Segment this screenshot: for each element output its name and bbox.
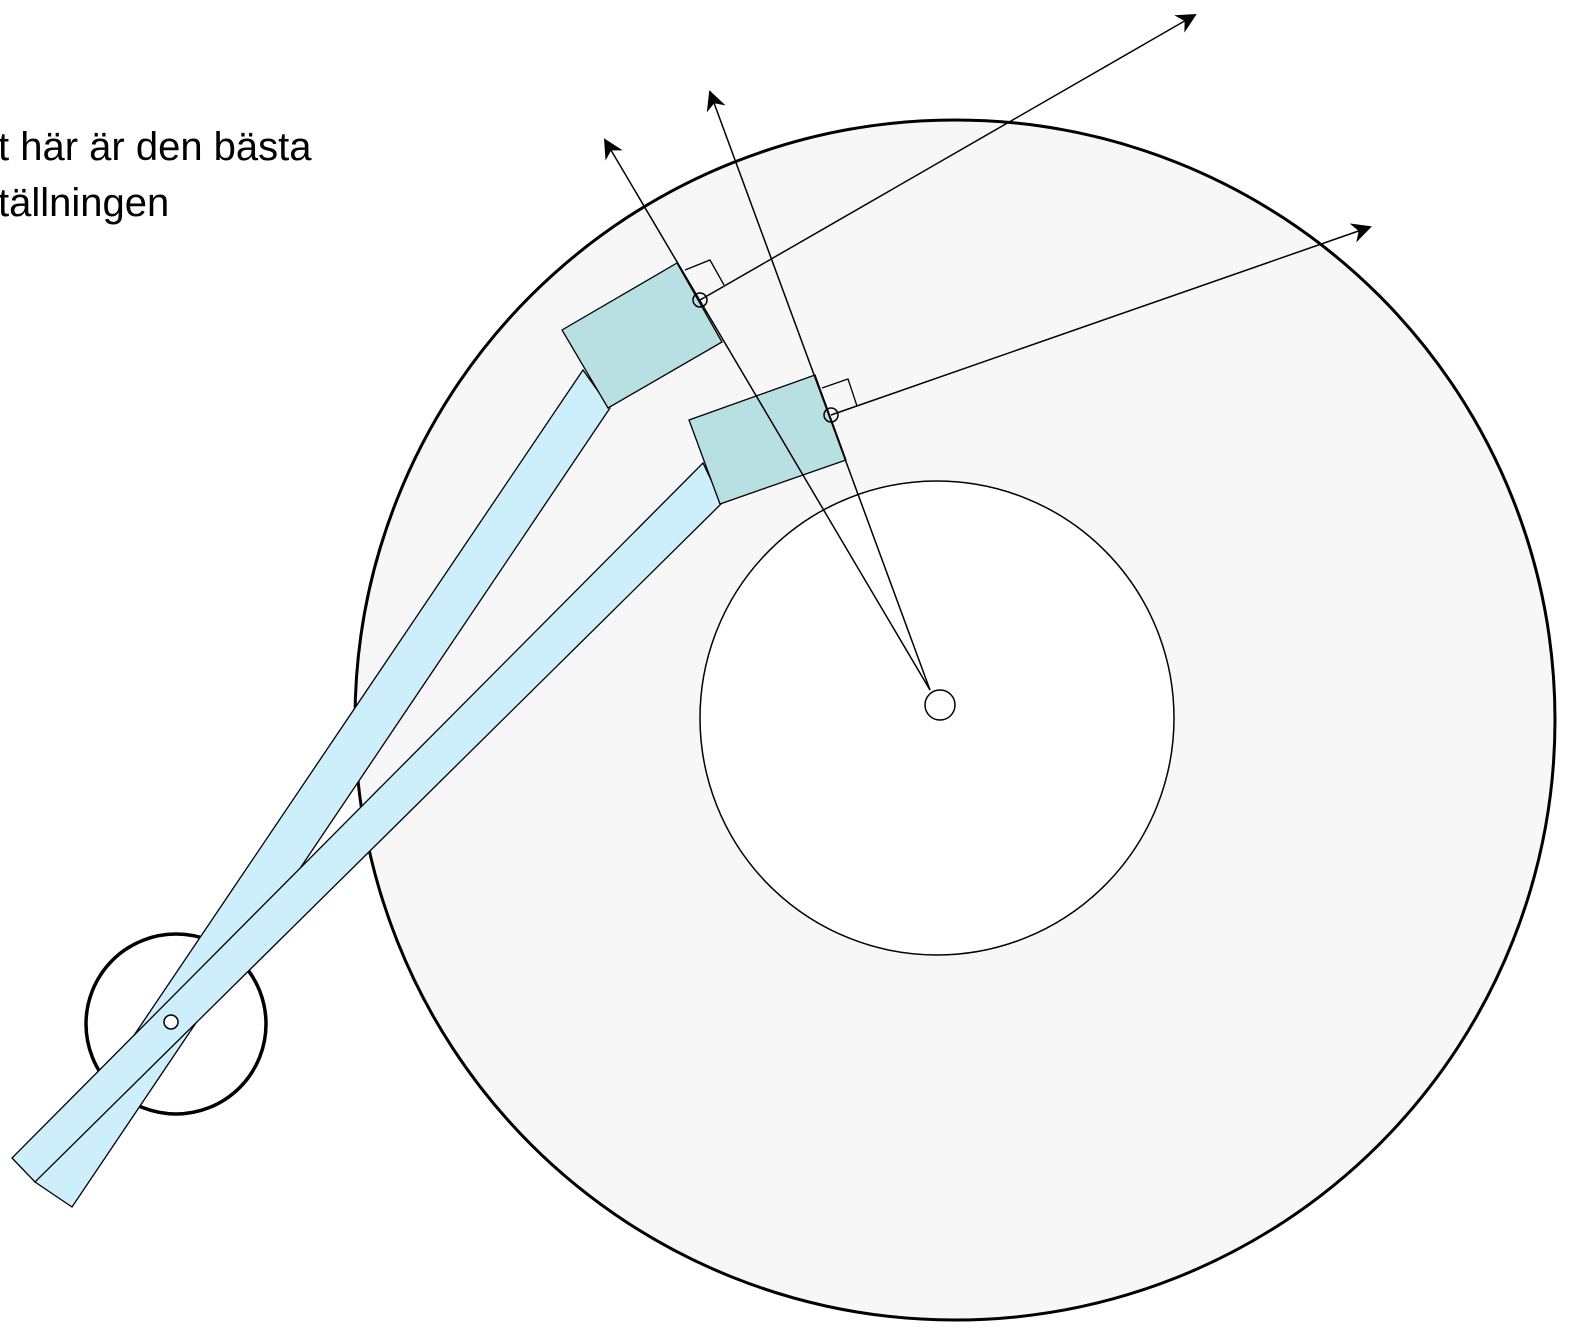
radius-line-1 [603, 138, 931, 691]
tangent-line-2 [830, 223, 1372, 416]
right-angle-2 [821, 378, 858, 407]
caption-line: t här är den bästa [0, 125, 312, 169]
stylus-point-1 [692, 292, 708, 308]
pivot-circle [84, 932, 268, 1116]
tangent-line-1 [699, 14, 1197, 301]
stylus-point-2 [823, 407, 839, 423]
spindle [924, 689, 956, 721]
radius-line-2 [706, 90, 931, 691]
headshell-1 [561, 262, 723, 409]
caption-line: tällningen [0, 181, 169, 225]
right-angle-1 [684, 259, 725, 286]
pivot-point [163, 1014, 179, 1030]
